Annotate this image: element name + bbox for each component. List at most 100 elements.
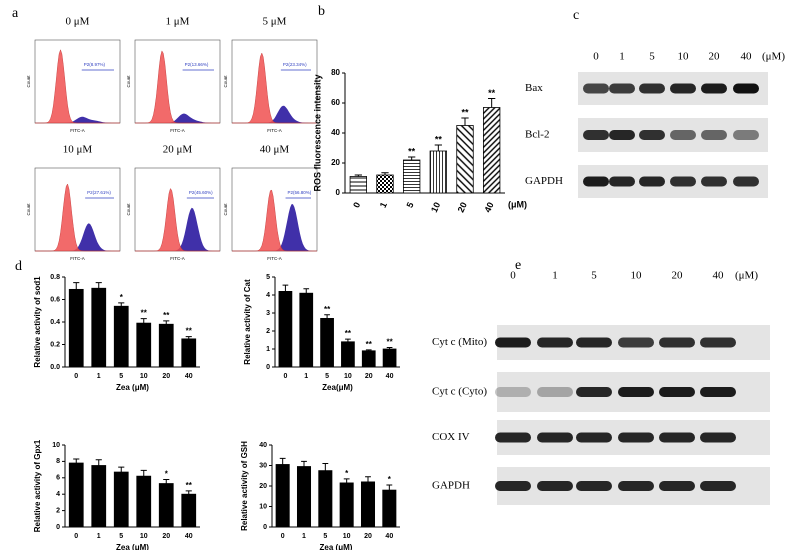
x-axis-label: Zea (μM) [320, 543, 353, 550]
x-tick-label: 0 [281, 533, 285, 540]
significance-label: ** [461, 107, 469, 117]
band [670, 176, 696, 187]
x-tick-label: 10 [429, 201, 442, 214]
y-tick-label: 60 [331, 98, 340, 107]
y-tick-label: 5 [266, 274, 270, 281]
significance-label: ** [435, 134, 443, 144]
y-tick-label: 0.0 [50, 364, 60, 371]
x-tick-label: 20 [162, 373, 170, 380]
histogram-red [135, 188, 220, 252]
gate-label: P2(56.80%) [288, 190, 312, 195]
bar [158, 483, 174, 528]
y-axis-label: Count [26, 75, 31, 88]
error-bar [163, 320, 170, 325]
dose-label: 1 [619, 51, 625, 63]
x-tick-label: 0 [283, 373, 287, 380]
error-bar [408, 156, 416, 160]
band [659, 337, 695, 348]
histogram-red [35, 49, 120, 124]
error-bar [354, 174, 362, 177]
band [639, 176, 665, 187]
blot-row-label: Cyt c (Mito) [432, 336, 487, 348]
x-tick-label: 10 [343, 533, 351, 540]
x-tick-label: 20 [162, 533, 170, 540]
panel-label: b [318, 4, 325, 19]
bar [136, 475, 152, 528]
x-tick-label: 1 [304, 373, 308, 380]
unit-label: (μM) [762, 51, 785, 63]
x-tick-label: 0 [74, 533, 78, 540]
y-tick-label: 10 [259, 503, 267, 510]
bar [320, 317, 334, 368]
x-axis-label: FITC-A [170, 128, 185, 133]
error-bar [322, 462, 329, 471]
y-tick-label: 0 [266, 364, 270, 371]
bar [278, 290, 293, 368]
error-bar [140, 318, 147, 324]
significance-label: ** [488, 88, 496, 98]
x-tick-label: 40 [185, 373, 193, 380]
error-bar [163, 478, 170, 484]
y-tick-label: 0 [263, 524, 267, 531]
dose-label: 20 [672, 270, 684, 282]
y-tick-label: 2 [56, 507, 60, 514]
bar [113, 471, 129, 528]
significance-label: * [165, 470, 169, 479]
error-bar [365, 349, 372, 351]
panel-label: a [12, 6, 19, 21]
blot-row-label: GAPDH [525, 175, 563, 187]
x-tick-label: 5 [323, 533, 327, 540]
error-bar [185, 490, 192, 495]
plot-title: 40 μM [260, 144, 290, 156]
band [700, 387, 736, 397]
band [670, 130, 696, 140]
plot-title: 0 μM [66, 16, 90, 28]
significance-label: ** [408, 146, 416, 156]
bar [318, 470, 333, 528]
histogram-red [135, 50, 220, 124]
error-bar [488, 98, 496, 108]
bar [158, 323, 174, 368]
y-tick-label: 30 [259, 462, 267, 469]
x-tick-label: 20 [456, 201, 469, 214]
dose-label: 40 [713, 270, 725, 282]
histogram-blue [135, 207, 220, 251]
histogram-blue [135, 113, 220, 123]
bar [382, 348, 397, 368]
y-axis-label: Count [26, 203, 31, 216]
blot-row-label: GAPDH [432, 480, 470, 492]
band [583, 130, 609, 140]
histogram-red [232, 52, 317, 124]
bar [361, 350, 376, 368]
band [733, 83, 759, 94]
bar [136, 322, 152, 368]
x-axis-label: FITC-A [267, 256, 282, 261]
plot-frame [231, 39, 318, 124]
band [537, 481, 573, 491]
band [701, 130, 727, 140]
band [659, 432, 695, 443]
x-tick-label: 0 [74, 373, 78, 380]
bar [299, 292, 314, 368]
x-tick-label: 1 [302, 533, 306, 540]
x-tick-label: 1 [97, 533, 101, 540]
y-axis-label: Relative activity of Cat [243, 279, 252, 365]
band [576, 337, 612, 348]
error-bar [461, 117, 469, 126]
significance-label: ** [186, 481, 193, 490]
band [701, 176, 727, 187]
band [495, 481, 531, 491]
bar [429, 150, 448, 194]
y-tick-label: 0.6 [50, 296, 60, 303]
band [659, 481, 695, 491]
significance-label: ** [345, 329, 352, 338]
x-axis-label: FITC-A [70, 128, 85, 133]
band [537, 432, 573, 443]
y-tick-label: 1 [266, 346, 270, 353]
y-axis-label: Count [223, 203, 228, 216]
band [700, 481, 736, 491]
x-tick-label: 20 [365, 373, 373, 380]
band [576, 432, 612, 443]
gate-label: P2(23.34%) [283, 62, 307, 67]
y-axis-label: Relative activity of sod1 [33, 276, 42, 368]
